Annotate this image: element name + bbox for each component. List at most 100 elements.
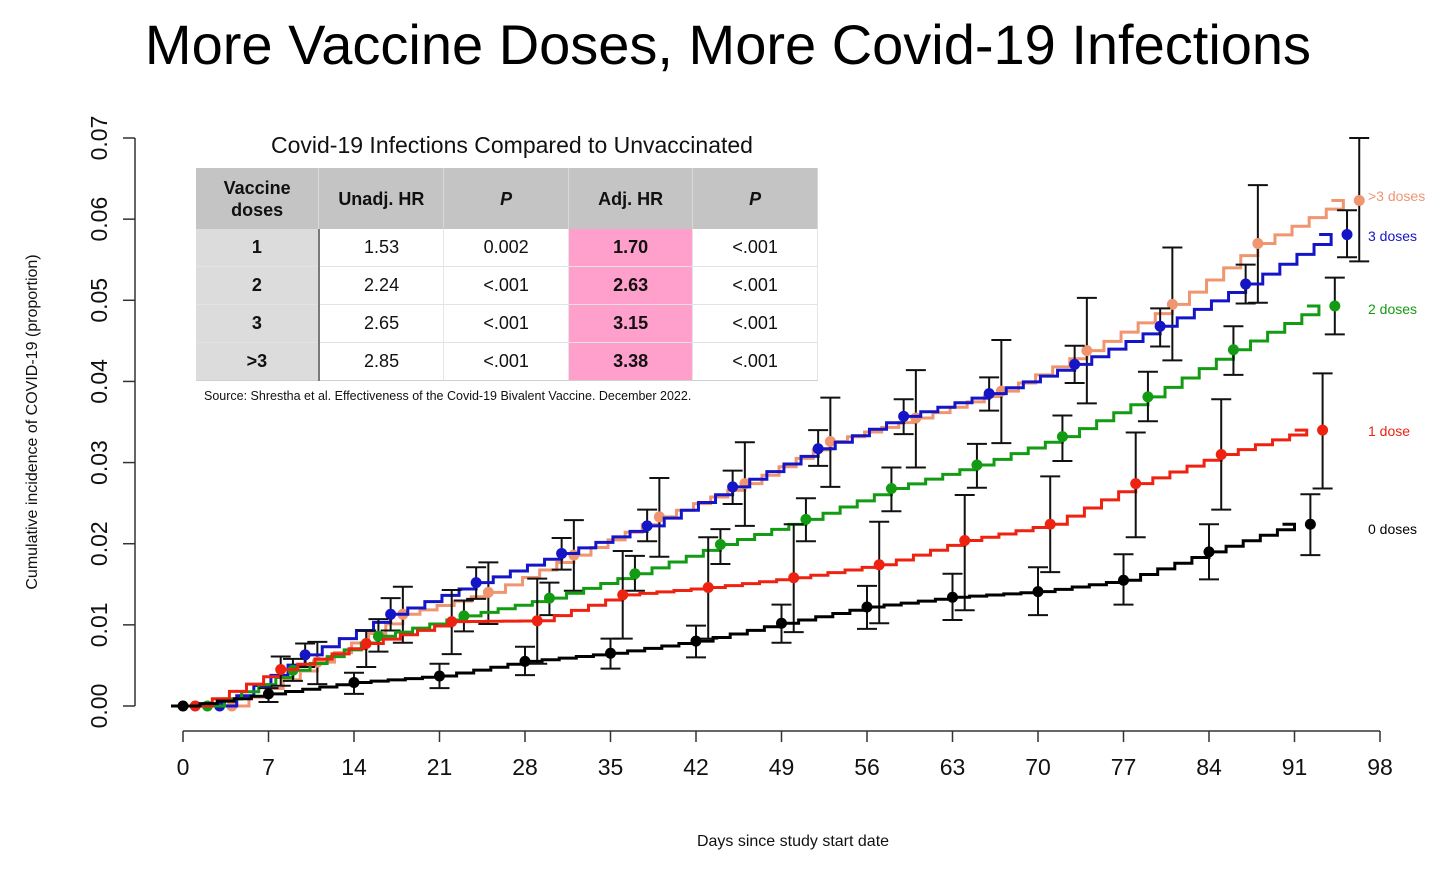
x-tick-label: 14: [341, 754, 367, 780]
cell-doses: >3: [196, 342, 320, 381]
data-point: [434, 670, 445, 682]
cell-unadj-hr: 2.65: [318, 304, 445, 343]
x-tick-label: 0: [177, 754, 190, 780]
data-point: [1044, 518, 1056, 530]
x-tick-label: 28: [512, 754, 538, 780]
cell-p-unadj: <.001: [443, 266, 569, 305]
main-title: More Vaccine Doses, More Covid-19 Infect…: [144, 13, 1312, 76]
x-tick-label: 42: [683, 754, 709, 780]
cell-unadj-hr: 1.53: [318, 229, 445, 267]
x-tick-label: 7: [262, 754, 275, 780]
cell-doses: 2: [196, 266, 320, 305]
data-point: [519, 655, 531, 667]
data-point: [800, 513, 812, 525]
data-point: [947, 591, 958, 603]
header-unadj-hr: Unadj. HR: [318, 168, 445, 229]
data-point: [824, 435, 836, 447]
data-point: [983, 388, 995, 400]
x-tick-label: 77: [1111, 754, 1137, 780]
header-p-adj: P: [692, 168, 818, 229]
data-point: [372, 630, 384, 642]
cell-adj-hr: 3.15: [568, 304, 694, 343]
data-point: [1130, 478, 1142, 490]
series-1-dose: [183, 372, 1333, 712]
series-layer: [171, 137, 1370, 712]
data-point: [1081, 345, 1093, 357]
data-point: [702, 582, 714, 594]
axes: 0 7 14 21 28 35 42 49 56 63 70 77 84 91 98 0.00 0.01 0.02…: [86, 116, 1393, 780]
data-point: [1069, 358, 1081, 370]
data-point: [629, 568, 641, 580]
data-point: [556, 547, 568, 559]
cell-doses: 1: [196, 229, 320, 267]
data-point: [1341, 229, 1353, 241]
legend-label: 1 dose: [1368, 423, 1410, 439]
cell-p-unadj: <.001: [443, 342, 569, 381]
hazard-ratio-table-panel: Covid-19 Infections Compared to Unvaccin…: [196, 128, 820, 403]
data-point: [812, 443, 824, 455]
y-tick-label: 0.06: [86, 197, 112, 242]
data-point: [727, 481, 739, 493]
data-point: [605, 647, 616, 659]
data-point: [690, 635, 702, 647]
data-point: [1252, 237, 1264, 249]
y-tick-label: 0.00: [86, 684, 112, 729]
data-point: [263, 688, 274, 700]
cell-unadj-hr: 2.85: [318, 342, 445, 381]
legend: >3 doses 3 doses 2 doses 1 dose 0 doses: [1368, 188, 1425, 537]
table-title: Covid-19 Infections Compared to Unvaccin…: [271, 132, 753, 158]
cell-p-adj: <.001: [692, 304, 818, 343]
data-point: [1353, 194, 1365, 206]
cell-adj-hr: 2.63: [568, 266, 694, 305]
legend-label: 3 doses: [1368, 228, 1417, 244]
data-point: [1118, 574, 1129, 586]
header-p-unadj: P: [443, 168, 569, 229]
x-tick-label: 84: [1196, 754, 1222, 780]
series-2-doses: [195, 276, 1345, 712]
data-point: [1166, 298, 1178, 310]
source-citation: Source: Shrestha et al. Effectiveness of…: [204, 389, 692, 403]
data-point: [1056, 431, 1068, 443]
y-axis-title: Cumulative incidence of COVID-19 (propor…: [24, 254, 41, 589]
data-point: [1240, 278, 1252, 290]
header-vaccine-doses: Vaccine doses: [196, 168, 320, 229]
data-point: [873, 559, 885, 571]
table-header-row: Vaccine doses Unadj. HR P Adj. HR P: [196, 168, 818, 229]
data-point: [714, 539, 726, 551]
table-row: 3 2.65 <.001 3.15 <.001: [196, 304, 818, 343]
data-point: [1215, 448, 1227, 460]
y-tick-label: 0.01: [86, 602, 112, 647]
data-point: [959, 534, 971, 546]
data-point: [898, 410, 910, 422]
data-point: [531, 615, 543, 627]
x-tick-label: 91: [1282, 754, 1308, 780]
cell-p-unadj: 0.002: [443, 229, 569, 267]
cell-p-unadj: <.001: [443, 304, 569, 343]
table-row: >3 2.85 <.001 3.38 <.001: [196, 342, 818, 381]
y-tick-label: 0.04: [86, 359, 112, 404]
data-point: [885, 483, 897, 495]
cell-doses: 3: [196, 304, 320, 343]
data-point: [177, 700, 189, 712]
hazard-ratio-table: Vaccine doses Unadj. HR P Adj. HR P 1 1.…: [196, 168, 818, 381]
x-tick-label: 21: [427, 754, 453, 780]
x-tick-label: 49: [769, 754, 795, 780]
series-0-doses: [171, 493, 1321, 712]
data-point: [543, 592, 555, 604]
data-point: [641, 520, 653, 532]
cell-adj-hr: 1.70: [568, 229, 694, 267]
data-point: [385, 608, 397, 620]
step-curve: [171, 522, 1296, 708]
data-point: [299, 649, 311, 661]
data-point: [360, 638, 372, 650]
x-tick-label: 98: [1367, 754, 1393, 780]
data-point: [458, 610, 470, 622]
data-point: [971, 459, 983, 471]
cell-p-adj: <.001: [692, 342, 818, 381]
data-point: [776, 617, 787, 629]
legend-label: 2 doses: [1368, 301, 1417, 317]
cell-p-adj: <.001: [692, 229, 818, 267]
data-point: [653, 511, 665, 523]
data-point: [1032, 586, 1044, 598]
